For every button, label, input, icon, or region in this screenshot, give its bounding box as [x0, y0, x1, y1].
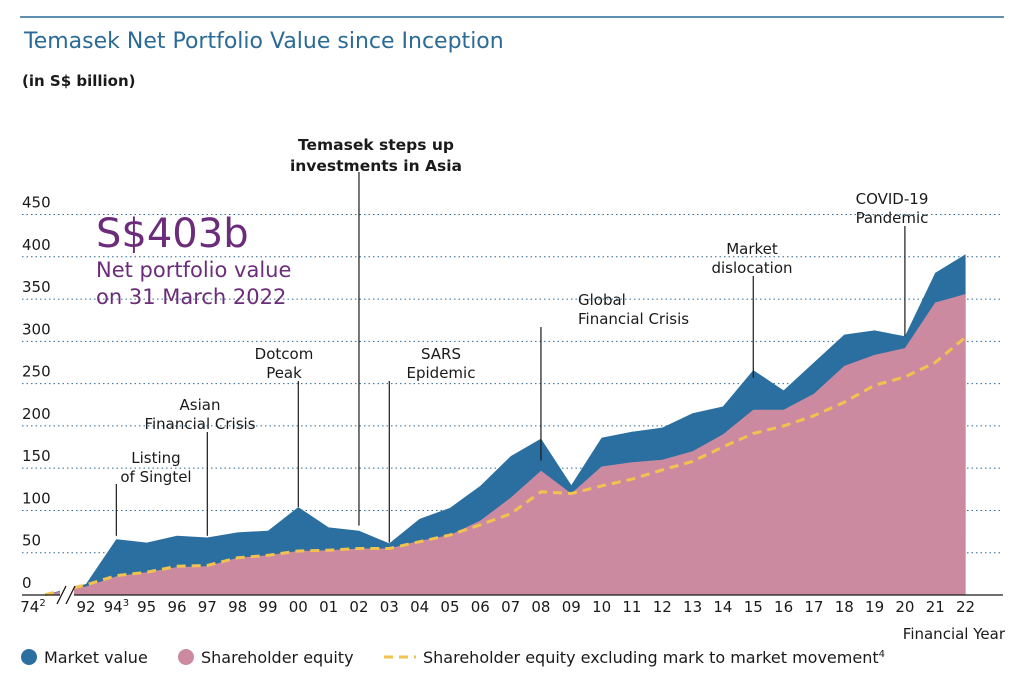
x-tick-label: 21 — [926, 598, 945, 616]
y-tick-label: 350 — [22, 278, 51, 296]
callout-line-2: on 31 March 2022 — [96, 285, 286, 309]
x-tick-footnote: 2 — [39, 598, 45, 609]
x-tick-label: 04 — [410, 598, 429, 616]
annotation-label: Temasek steps up — [298, 136, 454, 154]
axis-break-mark — [65, 585, 76, 605]
x-tick-label: 13 — [683, 598, 702, 616]
x-tick-label: 18 — [835, 598, 854, 616]
annotation-label: Dotcom — [255, 345, 314, 363]
annotation-label: Financial Crisis — [578, 310, 689, 328]
x-tick-label: 99 — [258, 598, 277, 616]
series-line-equity-ex-mtm — [44, 335, 967, 597]
callout-value: S$403b — [96, 211, 249, 257]
x-tick-label: 10 — [592, 598, 611, 616]
x-tick-label: 09 — [562, 598, 581, 616]
callout: S$403b Net portfolio value on 31 March 2… — [96, 211, 291, 309]
legend-label-equity-ex-mtm: Shareholder equity excluding mark to mar… — [423, 648, 885, 667]
x-tick-label: 15 — [744, 598, 763, 616]
x-tick-label: 05 — [440, 598, 459, 616]
x-tick-label: 97 — [198, 598, 217, 616]
x-tick-label: 92 — [76, 598, 95, 616]
legend-swatch-market-value — [21, 649, 37, 665]
annotation-label: Financial Crisis — [144, 415, 255, 433]
legend-label-shareholder-equity: Shareholder equity — [201, 648, 354, 667]
x-tick-label: 01 — [319, 598, 338, 616]
y-tick-label: 50 — [22, 532, 41, 550]
plot-areas — [44, 254, 967, 597]
x-tick-label: 96 — [167, 598, 186, 616]
annotation-label: Pandemic — [856, 209, 929, 227]
y-tick-label: 250 — [22, 363, 51, 381]
series-area-shareholder-equity — [45, 294, 966, 595]
legend-footnote: 4 — [879, 649, 885, 660]
y-axis-unit-label: (in S$ billion) — [22, 72, 136, 90]
x-tick-label: 19 — [865, 598, 884, 616]
annotation-label: of Singtel — [120, 468, 191, 486]
callout-line-1: Net portfolio value — [96, 258, 291, 282]
x-tick-label: 17 — [804, 598, 823, 616]
x-tick-label: 02 — [349, 598, 368, 616]
annotation-label: Peak — [266, 364, 302, 382]
y-tick-label: 450 — [22, 194, 51, 212]
y-tick-label: 0 — [22, 574, 32, 592]
x-tick-label: 03 — [380, 598, 399, 616]
x-tick-label: 08 — [531, 598, 550, 616]
x-tick-label: 22 — [956, 598, 975, 616]
x-tick-label: 20 — [895, 598, 914, 616]
x-tick-label: 07 — [501, 598, 520, 616]
x-tick-label: 98 — [228, 598, 247, 616]
annotation-label: COVID-19 — [856, 190, 929, 208]
legend-label-market-value: Market value — [44, 648, 148, 667]
legend: Market value Shareholder equity Shareholde… — [21, 648, 885, 667]
y-tick-label: 150 — [22, 447, 51, 465]
x-tick-footnote: 3 — [123, 598, 129, 609]
y-tick-label: 200 — [22, 405, 51, 423]
y-tick-label: 300 — [22, 320, 51, 338]
annotation-label: Asian — [180, 396, 221, 414]
chart-title: Temasek Net Portfolio Value since Incept… — [23, 29, 504, 54]
annotation-label: Global — [578, 291, 626, 309]
y-tick-label: 400 — [22, 236, 51, 254]
annotation-label: SARS — [421, 345, 461, 363]
x-tick-label: 943 — [104, 598, 129, 616]
x-tick-label: 06 — [471, 598, 490, 616]
annotation-label: Listing — [131, 449, 180, 467]
x-tick-label: 742 — [20, 598, 45, 616]
x-axis-title: Financial Year — [903, 625, 1006, 643]
y-tick-label: 100 — [22, 489, 51, 507]
annotation-label: Market — [726, 240, 778, 258]
legend-swatch-shareholder-equity — [178, 649, 194, 665]
x-axis: 742 92 943 95 96 97 98 99 00 01 02 03 04 05 06 07 08 09 10… — [20, 585, 1003, 616]
x-tick-label: 16 — [774, 598, 793, 616]
y-axis-ticks: 0 50 100 150 200 250 300 350 400 450 — [22, 194, 51, 592]
annotation-label: investments in Asia — [290, 157, 462, 175]
x-tick-label: 11 — [622, 598, 641, 616]
x-tick-label: 12 — [653, 598, 672, 616]
annotation-label: dislocation — [711, 259, 792, 277]
annotation-label: Epidemic — [407, 364, 476, 382]
axis-break-mark — [56, 585, 67, 605]
x-tick-label: 95 — [137, 598, 156, 616]
x-tick-label: 00 — [289, 598, 308, 616]
x-tick-label: 14 — [713, 598, 732, 616]
